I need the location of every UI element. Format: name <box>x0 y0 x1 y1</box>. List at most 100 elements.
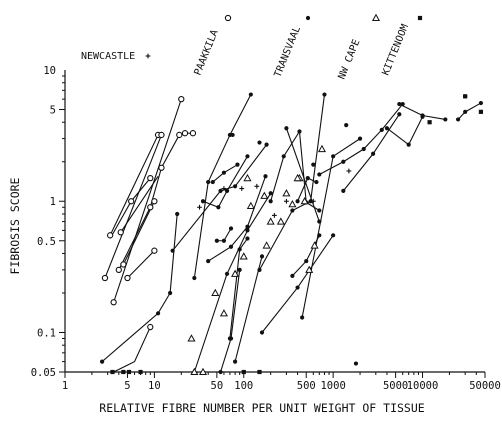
data-point-open-triangle <box>187 334 196 342</box>
series-1-segment <box>193 94 252 279</box>
series-1-segment <box>207 176 267 262</box>
data-point-open-triangle <box>300 197 309 205</box>
data-point-filled-circle <box>297 129 302 134</box>
series-1-segment <box>234 256 263 362</box>
data-point-filled-circle <box>308 199 313 204</box>
data-point-open-triangle <box>276 217 285 225</box>
data-point-filled-circle <box>341 159 346 164</box>
series-0-segment <box>118 134 180 271</box>
data-point-open-circle <box>158 131 165 139</box>
data-point-open-triangle <box>231 269 240 277</box>
data-point-open-circle <box>151 247 158 254</box>
data-point-filled-circle <box>397 112 402 117</box>
data-point-open-triangle <box>310 241 319 249</box>
data-point-open-triangle <box>260 191 269 199</box>
data-point-open-circle <box>101 274 109 282</box>
data-point-filled-circle <box>206 179 211 185</box>
data-point-filled-circle <box>233 359 238 364</box>
data-point-open-triangle <box>371 13 381 22</box>
data-point-filled-circle <box>228 226 234 231</box>
data-point-open-circle <box>176 131 183 139</box>
data-point-open-triangle <box>239 252 248 260</box>
data-point-filled-square <box>110 369 115 375</box>
data-point-filled-circle <box>228 336 234 341</box>
data-point-open-triangle <box>288 199 297 208</box>
y-tick-label: 1 <box>50 196 56 208</box>
x-tick-label: 1000 <box>320 380 345 392</box>
data-point-open-circle <box>178 95 185 103</box>
data-point-filled-square <box>121 369 126 375</box>
data-point-filled-circle <box>317 208 322 213</box>
data-point-filled-circle <box>353 361 359 366</box>
data-point-open-circle <box>124 274 131 282</box>
data-point-filled-circle <box>221 238 227 243</box>
y-tick-label: 0.5 <box>37 236 56 248</box>
data-point-open-circle <box>147 204 154 211</box>
data-point-filled-circle <box>245 228 250 233</box>
data-point-filled-circle <box>317 233 322 238</box>
data-point-filled-circle <box>200 199 206 204</box>
series-1-segment <box>259 94 326 271</box>
data-point-open-triangle <box>243 173 252 182</box>
data-point-open-triangle <box>262 241 271 249</box>
data-point-filled-circle <box>384 126 390 131</box>
x-tick-label: 100 <box>234 380 253 392</box>
data-point-filled-circle <box>192 275 197 281</box>
series-1-segment <box>193 192 272 373</box>
data-point-open-circle <box>147 323 154 331</box>
data-point-filled-circle <box>295 285 300 290</box>
data-point-open-triangle <box>317 144 327 153</box>
data-point-filled-circle <box>206 258 211 264</box>
data-point-filled-circle <box>99 359 105 364</box>
data-point-filled-circle <box>331 233 336 238</box>
x-tick-label: 50 <box>211 380 224 392</box>
series-0-segment <box>127 250 155 279</box>
data-point-open-triangle <box>190 367 199 376</box>
data-point-filled-circle <box>295 199 300 204</box>
data-point-open-triangle <box>293 173 302 182</box>
data-point-cross <box>346 168 352 174</box>
series-1-segment <box>270 129 320 211</box>
x-tick-label: 10 <box>148 380 161 392</box>
data-point-filled-circle <box>284 126 289 131</box>
data-point-filled-circle <box>168 290 173 296</box>
data-point-filled-circle <box>237 247 242 252</box>
data-point-filled-circle <box>305 15 311 21</box>
data-point-filled-square <box>478 109 484 114</box>
x-tick-label: 1 <box>62 380 68 392</box>
data-point-filled-circle <box>300 315 305 320</box>
data-point-filled-circle <box>224 188 230 193</box>
data-point-filled-circle <box>344 123 349 128</box>
data-point-open-circle <box>147 174 154 182</box>
data-point-filled-circle <box>210 179 215 185</box>
data-point-filled-circle <box>281 154 286 159</box>
series-0-segment <box>109 134 159 236</box>
x-tick-label: 5 <box>124 380 130 392</box>
data-point-filled-square <box>427 120 432 125</box>
series-1-segment <box>301 138 361 318</box>
data-point-filled-circle <box>314 179 319 185</box>
data-point-filled-circle <box>257 140 262 145</box>
data-point-filled-circle <box>331 154 336 159</box>
data-point-cross <box>221 186 227 191</box>
series-1-segment <box>285 128 320 222</box>
x-tick-label: 500 <box>297 380 316 392</box>
data-point-filled-circle <box>216 205 221 210</box>
data-point-filled-square <box>257 369 262 375</box>
data-point-filled-circle <box>224 271 230 276</box>
data-point-open-triangle <box>305 265 314 273</box>
data-point-cross <box>239 186 245 191</box>
data-point-filled-circle <box>228 244 234 249</box>
series-label-newcastle: NEWCASTLE <box>81 51 135 62</box>
data-point-open-circle <box>110 299 117 306</box>
y-tick-label: 0.1 <box>37 327 56 339</box>
series-0-segment <box>113 98 182 303</box>
x-tick-label: 10000 <box>407 380 439 392</box>
data-point-open-circle <box>224 14 232 22</box>
data-point-filled-circle <box>170 248 175 253</box>
data-point-filled-circle <box>341 188 346 193</box>
data-point-filled-circle <box>268 199 273 204</box>
data-point-filled-circle <box>218 369 223 375</box>
